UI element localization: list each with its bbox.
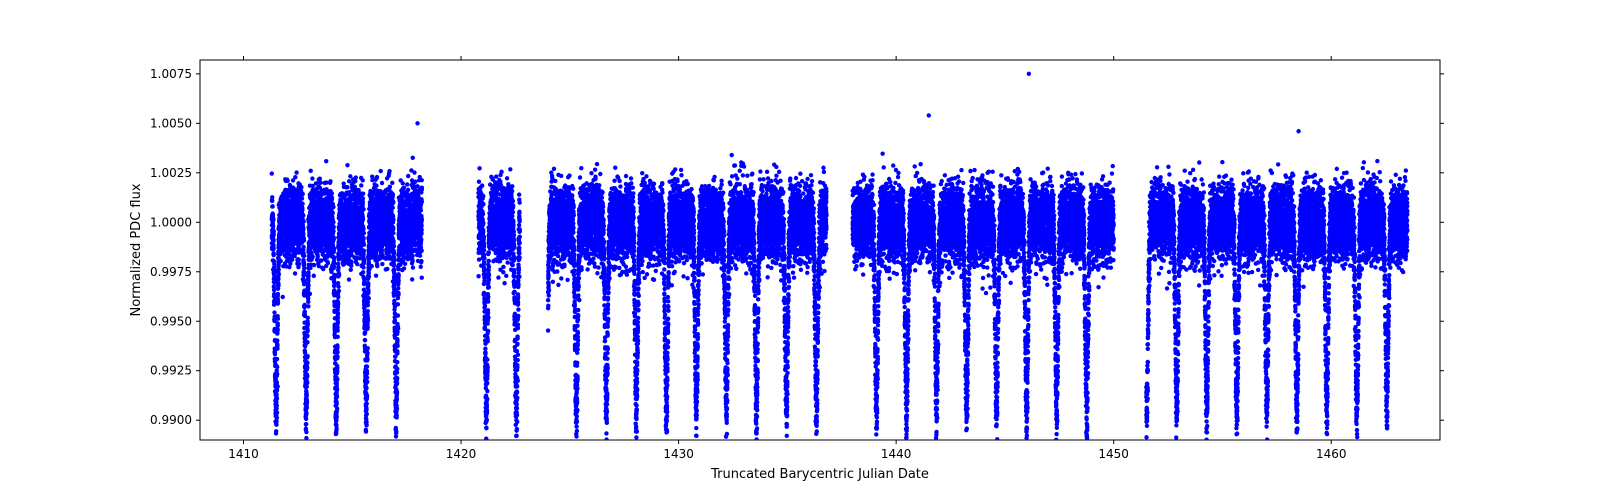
x-tick-label: 1440 bbox=[881, 447, 912, 461]
y-tick-label: 0.9950 bbox=[150, 314, 192, 328]
x-tick-label: 1410 bbox=[228, 447, 259, 461]
y-tick-label: 1.0000 bbox=[150, 215, 192, 229]
y-axis-label: Normalized PDC flux bbox=[129, 183, 144, 316]
data-points bbox=[270, 72, 1410, 442]
lightcurve-chart: 1410 1420 1430 1440 1450 1460 0.9900 0.9925 0.99… bbox=[0, 0, 1600, 500]
x-tick-label: 1460 bbox=[1316, 447, 1347, 461]
x-tick-label: 1450 bbox=[1098, 447, 1129, 461]
y-tick-label: 1.0075 bbox=[150, 67, 192, 81]
x-tick-label: 1430 bbox=[663, 447, 694, 461]
x-tick-label: 1420 bbox=[446, 447, 477, 461]
y-tick-label: 1.0025 bbox=[150, 166, 192, 180]
y-tick-label: 0.9900 bbox=[150, 413, 192, 427]
y-tick-label: 1.0050 bbox=[150, 116, 192, 130]
x-axis-label: Truncated Barycentric Julian Date bbox=[710, 467, 929, 482]
y-tick-label: 0.9925 bbox=[150, 364, 192, 378]
chart-svg: 1410 1420 1430 1440 1450 1460 0.9900 0.9925 0.99… bbox=[0, 0, 1600, 500]
y-tick-label: 0.9975 bbox=[150, 265, 192, 279]
